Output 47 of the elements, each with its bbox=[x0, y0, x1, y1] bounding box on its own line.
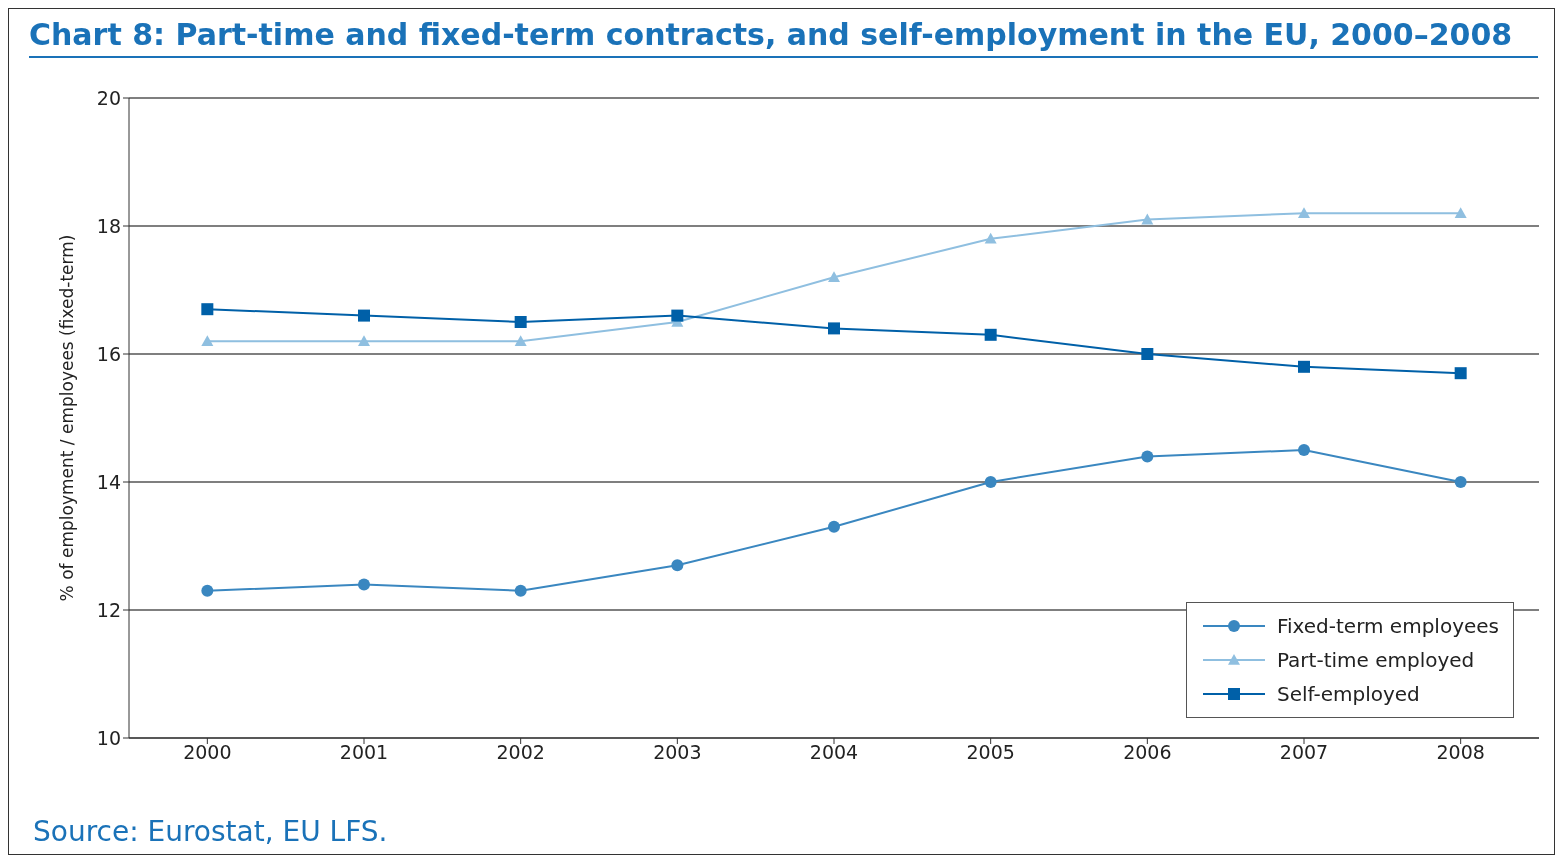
y-tick-label: 12 bbox=[96, 598, 121, 621]
point bbox=[201, 584, 214, 597]
y-tick-label: 18 bbox=[96, 214, 121, 237]
legend-label: Part-time employed bbox=[1276, 648, 1475, 672]
y-tick-label: 16 bbox=[96, 342, 121, 365]
x-tick-label: 2007 bbox=[1279, 741, 1329, 764]
point bbox=[1454, 207, 1467, 218]
point bbox=[358, 309, 370, 322]
point bbox=[828, 520, 840, 533]
y-tick-label: 20 bbox=[96, 86, 121, 109]
y-axis-title: % of employment / employees (fixed-term) bbox=[57, 234, 78, 602]
x-tick-label: 2001 bbox=[339, 741, 389, 764]
x-tick-label: 2004 bbox=[809, 741, 859, 764]
chart-title: Chart 8: Part-time and fixed-term contracts, and self-employment in the EU, 2000–2008 bbox=[29, 17, 1538, 58]
legend-label: Fixed-term employees bbox=[1276, 614, 1499, 638]
point bbox=[1141, 450, 1154, 463]
point bbox=[984, 232, 997, 244]
point bbox=[514, 316, 527, 328]
source-note: Source: Eurostat, EU LFS. bbox=[33, 815, 388, 848]
legend-label: Self-employed bbox=[1276, 682, 1420, 706]
point bbox=[514, 335, 527, 346]
x-tick-label: 2002 bbox=[496, 741, 545, 764]
point bbox=[828, 271, 840, 282]
point bbox=[358, 335, 370, 346]
point bbox=[984, 328, 997, 341]
point bbox=[514, 584, 527, 597]
point bbox=[1141, 348, 1154, 360]
x-tick-label: 2008 bbox=[1436, 741, 1485, 764]
point bbox=[671, 309, 684, 322]
point bbox=[358, 578, 370, 591]
x-tick-label: 2000 bbox=[183, 741, 232, 764]
point bbox=[201, 335, 214, 346]
point bbox=[671, 559, 684, 572]
point bbox=[1454, 476, 1467, 488]
point bbox=[1298, 360, 1310, 373]
point bbox=[201, 303, 214, 316]
y-tick-label: 14 bbox=[96, 470, 121, 493]
point bbox=[1298, 207, 1310, 218]
point bbox=[1454, 367, 1467, 380]
x-tick-label: 2005 bbox=[966, 741, 1015, 764]
point bbox=[1298, 444, 1310, 456]
x-tick-label: 2003 bbox=[653, 741, 702, 764]
y-tick-label: 10 bbox=[96, 726, 121, 749]
x-tick-label: 2006 bbox=[1123, 741, 1172, 764]
point bbox=[828, 322, 840, 335]
point bbox=[1141, 213, 1154, 225]
point bbox=[984, 476, 997, 488]
